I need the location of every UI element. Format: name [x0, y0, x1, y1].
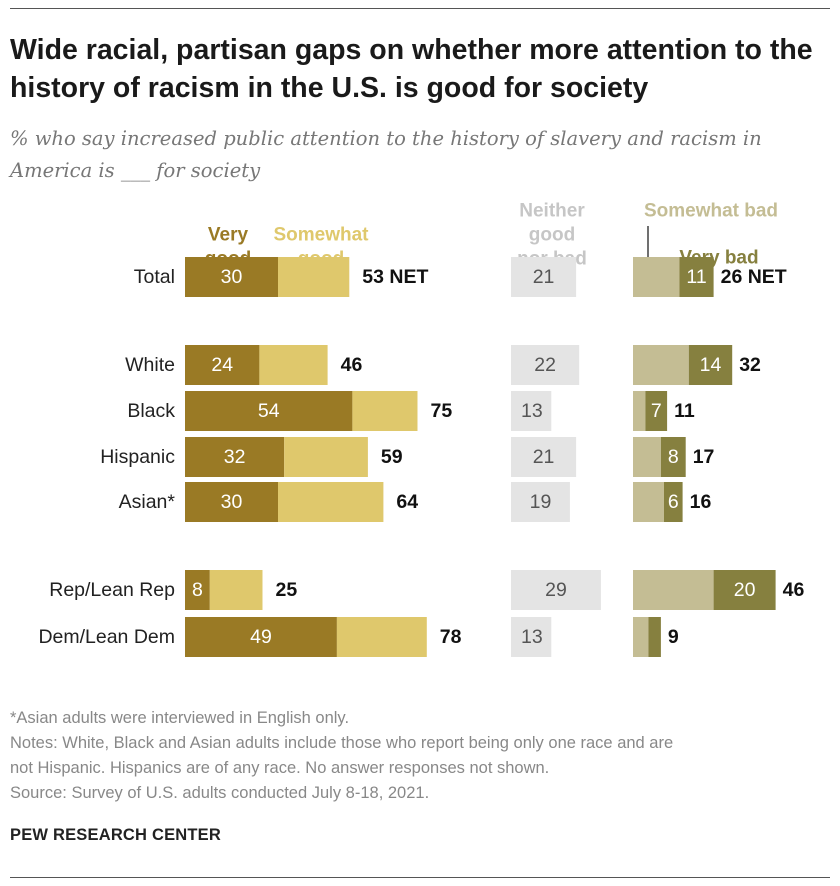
bar-very-bad-black	[645, 391, 668, 431]
label-neither-rep-lean-rep: 29	[545, 579, 567, 601]
bar-very-bad-dem-lean-dem	[648, 617, 661, 657]
bar-somewhat-bad-hispanic	[633, 437, 661, 477]
label-very-bad-hispanic: 8	[668, 446, 679, 468]
label-neither-total: 21	[533, 266, 555, 288]
label-neither-dem-lean-dem: 13	[521, 626, 543, 648]
bar-very-bad-total	[679, 257, 714, 297]
pew-research-logo: PEW RESEARCH CENTER	[10, 826, 221, 844]
label-bad-net-rep-lean-rep: 46	[783, 579, 805, 601]
bar-somewhat-good-hispanic	[284, 437, 368, 477]
label-bad-net-hispanic: 17	[693, 446, 715, 468]
bar-very-good-black	[185, 391, 353, 431]
notes-line-1: Notes: White, Black and Asian adults inc…	[10, 734, 674, 752]
bottom-rule	[10, 877, 830, 878]
label-neither-black: 13	[521, 400, 543, 422]
bar-somewhat-good-asian	[278, 482, 384, 522]
source-line: Source: Survey of U.S. adults conducted …	[10, 784, 430, 802]
legend-somewhat-bad: Somewhat bad	[644, 201, 778, 222]
label-very-good-white: 24	[211, 354, 233, 376]
label-very-bad-asian: 6	[668, 491, 679, 513]
row-label-dem-lean-dem: Dem/Lean Dem	[38, 626, 175, 648]
legend-neither-1: good	[529, 225, 575, 246]
bar-neither-total	[511, 257, 577, 297]
legend-somewhat-good-0: Somewhat	[273, 225, 369, 246]
label-good-net-dem-lean-dem: 78	[440, 626, 462, 648]
label-very-good-dem-lean-dem: 49	[250, 626, 272, 648]
chart-notes: *Asian adults were interviewed in Englis…	[10, 706, 835, 806]
bar-very-good-asian	[185, 482, 278, 522]
bar-very-good-rep-lean-rep	[185, 570, 210, 610]
bar-very-bad-white	[688, 345, 733, 385]
label-bad-net-black: 11	[674, 400, 695, 422]
label-bad-net-total: 26 NET	[721, 266, 787, 288]
label-good-net-black: 75	[431, 400, 453, 422]
bar-very-good-white	[185, 345, 260, 385]
row-label-black: Black	[127, 400, 175, 422]
label-very-good-black: 54	[258, 400, 280, 422]
bar-neither-black	[511, 391, 552, 431]
bar-neither-asian	[511, 482, 570, 522]
label-bad-net-white: 32	[739, 354, 761, 376]
label-very-good-rep-lean-rep: 8	[192, 579, 203, 601]
bar-somewhat-bad-dem-lean-dem	[633, 617, 649, 657]
bar-somewhat-bad-rep-lean-rep	[633, 570, 714, 610]
label-neither-asian: 19	[530, 491, 552, 513]
row-label-hispanic: Hispanic	[100, 446, 175, 468]
row-label-white: White	[125, 354, 175, 376]
bar-neither-dem-lean-dem	[511, 617, 552, 657]
bar-neither-white	[511, 345, 580, 385]
bar-very-good-dem-lean-dem	[185, 617, 337, 657]
label-bad-net-dem-lean-dem: 9	[668, 626, 679, 648]
bar-somewhat-good-white	[259, 345, 328, 385]
label-very-good-asian: 30	[221, 491, 243, 513]
label-neither-white: 22	[534, 354, 556, 376]
label-good-net-white: 46	[341, 354, 363, 376]
bar-very-bad-rep-lean-rep	[713, 570, 776, 610]
bar-neither-rep-lean-rep	[511, 570, 601, 610]
bar-somewhat-bad-asian	[633, 482, 664, 522]
bar-somewhat-bad-white	[633, 345, 689, 385]
label-neither-hispanic: 21	[533, 446, 555, 468]
footnote: *Asian adults were interviewed in Englis…	[10, 709, 350, 727]
label-good-net-asian: 64	[396, 491, 418, 513]
notes-line-2: not Hispanic. Hispanics are of any race.…	[10, 759, 550, 777]
label-good-net-rep-lean-rep: 25	[276, 579, 298, 601]
top-rule	[10, 8, 830, 9]
row-label-asian: Asian*	[119, 491, 176, 513]
bar-somewhat-bad-black	[633, 391, 646, 431]
row-label-total: Total	[134, 266, 175, 288]
chart-title: Wide racial, partisan gaps on whether mo…	[10, 34, 813, 104]
label-good-net-hispanic: 59	[381, 446, 403, 468]
legend-very-good-0: Very	[208, 225, 249, 246]
legend-neither-0: Neither	[519, 201, 585, 222]
bar-neither-hispanic	[511, 437, 577, 477]
bar-very-bad-hispanic	[660, 437, 686, 477]
bar-somewhat-good-dem-lean-dem	[336, 617, 427, 657]
bar-somewhat-bad-total	[633, 257, 680, 297]
label-bad-net-asian: 16	[690, 491, 712, 513]
label-very-bad-rep-lean-rep: 20	[734, 579, 756, 601]
label-very-bad-white: 14	[700, 354, 722, 376]
label-very-good-hispanic: 32	[224, 446, 246, 468]
stacked-bar-chart: VerygoodSomewhatgoodNeithergoodnor badSo…	[38, 201, 805, 657]
label-good-net-total: 53 NET	[362, 266, 428, 288]
label-very-bad-black: 7	[651, 400, 662, 422]
bar-somewhat-good-total	[278, 257, 350, 297]
bar-very-good-total	[185, 257, 278, 297]
bar-very-good-hispanic	[185, 437, 285, 477]
label-very-good-total: 30	[221, 266, 243, 288]
label-very-bad-total: 11	[686, 266, 706, 288]
chart-subtitle: % who say increased public attention to …	[10, 127, 762, 182]
row-label-rep-lean-rep: Rep/Lean Rep	[49, 579, 175, 601]
bar-somewhat-good-rep-lean-rep	[209, 570, 263, 610]
bar-very-bad-asian	[664, 482, 683, 522]
bar-somewhat-good-black	[352, 391, 418, 431]
